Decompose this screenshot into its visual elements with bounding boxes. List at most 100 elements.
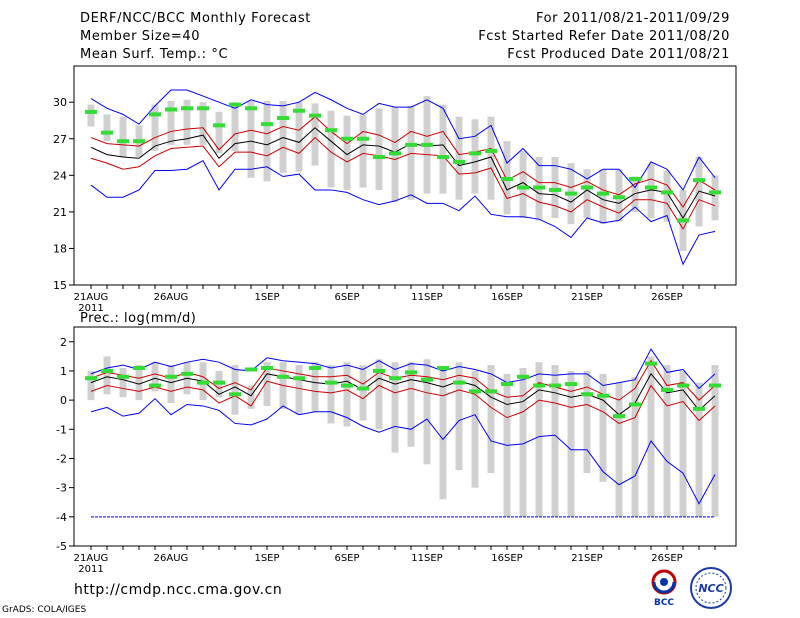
grads-credit: GrADS: COLA/IGES [2,605,87,615]
y-tick-label: 1 [60,365,67,378]
x-tick-label: 11SEP [411,292,442,303]
series-spread-lower-line [90,136,716,230]
ensemble-median-mark [549,383,561,388]
ensemble-box [183,99,191,145]
ensemble-median-mark [533,185,545,190]
chart-title: DERF/NCC/BCC Monthly Forecast [80,11,311,26]
y-tick-label: 30 [53,96,67,109]
ensemble-box [295,365,303,415]
ensemble-median-mark [501,382,513,387]
y-tick-label: 0 [60,394,67,407]
series-mean-line [90,372,716,416]
ensemble-box [359,365,367,421]
ensemble-box [599,373,607,482]
ensemble-median-mark [709,383,721,388]
produced-date: Fcst Produced Date 2011/08/21 [507,47,730,62]
ensemble-box [663,170,671,222]
prec-panel-title: Prec.: log(mm/d) [80,311,196,326]
ensemble-box [359,114,367,188]
x-year-label: 2011 [78,564,103,575]
x-tick-label: 21SEP [571,553,602,564]
ensemble-median-mark [421,377,433,382]
series-mean-line [90,127,716,219]
ensemble-box [519,368,527,517]
ensemble-box [567,370,575,517]
y-tick-label: -2 [56,452,67,465]
ensemble-median-mark [565,382,577,387]
ensemble-box [455,116,463,200]
ensemble-box [247,385,255,409]
ensemble-box [663,365,671,517]
ensemble-box [279,100,287,173]
x-tick-label: 16SEP [491,553,522,564]
ensemble-box [647,163,655,218]
ensemble-box [487,116,495,200]
y-tick-label: 21 [53,206,67,219]
ensemble-box [263,100,271,182]
ensemble-box [167,365,175,404]
ensemble-box [343,362,351,427]
ensemble-median-mark [101,368,113,373]
y-tick-label: 15 [53,279,67,292]
ensemble-median-mark [581,185,593,190]
x-tick-label: 1SEP [254,553,279,564]
ensemble-box [167,100,175,145]
ensemble-median-mark [373,368,385,373]
series-spread-upper-line [90,116,716,208]
ncc-logo-icon: NCC [690,567,732,609]
ensemble-box [535,362,543,517]
ensemble-median-mark [213,380,225,385]
plot-frame [73,326,737,547]
ensemble-median-mark [613,195,625,200]
ncc-logo-text: NCC [698,582,723,595]
series-spread-upper-line [90,359,716,401]
ensemble-box [327,365,335,424]
ensemble-median-mark [261,366,273,371]
ensemble-median-mark [181,371,193,376]
ensemble-median-mark [117,139,129,144]
ensemble-median-mark [629,402,641,407]
x-tick-label: 26SEP [651,553,682,564]
ensemble-median-mark [293,376,305,381]
ensemble-median-mark [645,361,657,366]
ensemble-box [391,362,399,453]
ensemble-box [103,114,111,142]
ensemble-box [135,365,143,401]
ensemble-box [615,382,623,517]
ensemble-median-mark [597,191,609,196]
website-url[interactable]: http://cmdp.ncc.cma.gov.cn [74,582,283,598]
ensemble-box [151,362,159,392]
y-tick-label: 2 [60,336,67,349]
ensemble-median-mark [597,393,609,398]
plot-frame [73,65,737,286]
ensemble-median-mark [117,374,129,379]
bcc-logo-text: BCC [654,598,674,608]
ensemble-box [631,376,639,517]
ensemble-box [87,370,95,401]
x-tick-label: 21AUG [74,292,109,303]
ensemble-median-mark [629,176,641,181]
ensemble-box [343,115,351,190]
ensemble-box [375,108,383,190]
ensemble-median-mark [389,376,401,381]
y-tick-label: 27 [53,133,67,146]
y-tick-label: -5 [56,540,67,553]
x-tick-label: 1SEP [254,292,279,303]
ensemble-median-mark [277,116,289,121]
ensemble-median-mark [517,185,529,190]
ensemble-box [551,157,559,218]
ensemble-box [471,370,479,488]
ensemble-box [263,362,271,406]
ensemble-median-mark [213,123,225,128]
ensemble-median-mark [613,414,625,419]
ensemble-box [711,365,719,517]
ensemble-median-mark [149,383,161,388]
ensemble-box [583,370,591,474]
x-tick-label: 26SEP [651,292,682,303]
series-spread-lower-line [90,380,716,425]
ensemble-box [103,356,111,395]
ensemble-median-mark [373,155,385,160]
ensemble-median-mark [677,218,689,223]
ensemble-box [695,382,703,517]
ensemble-box [423,359,431,465]
